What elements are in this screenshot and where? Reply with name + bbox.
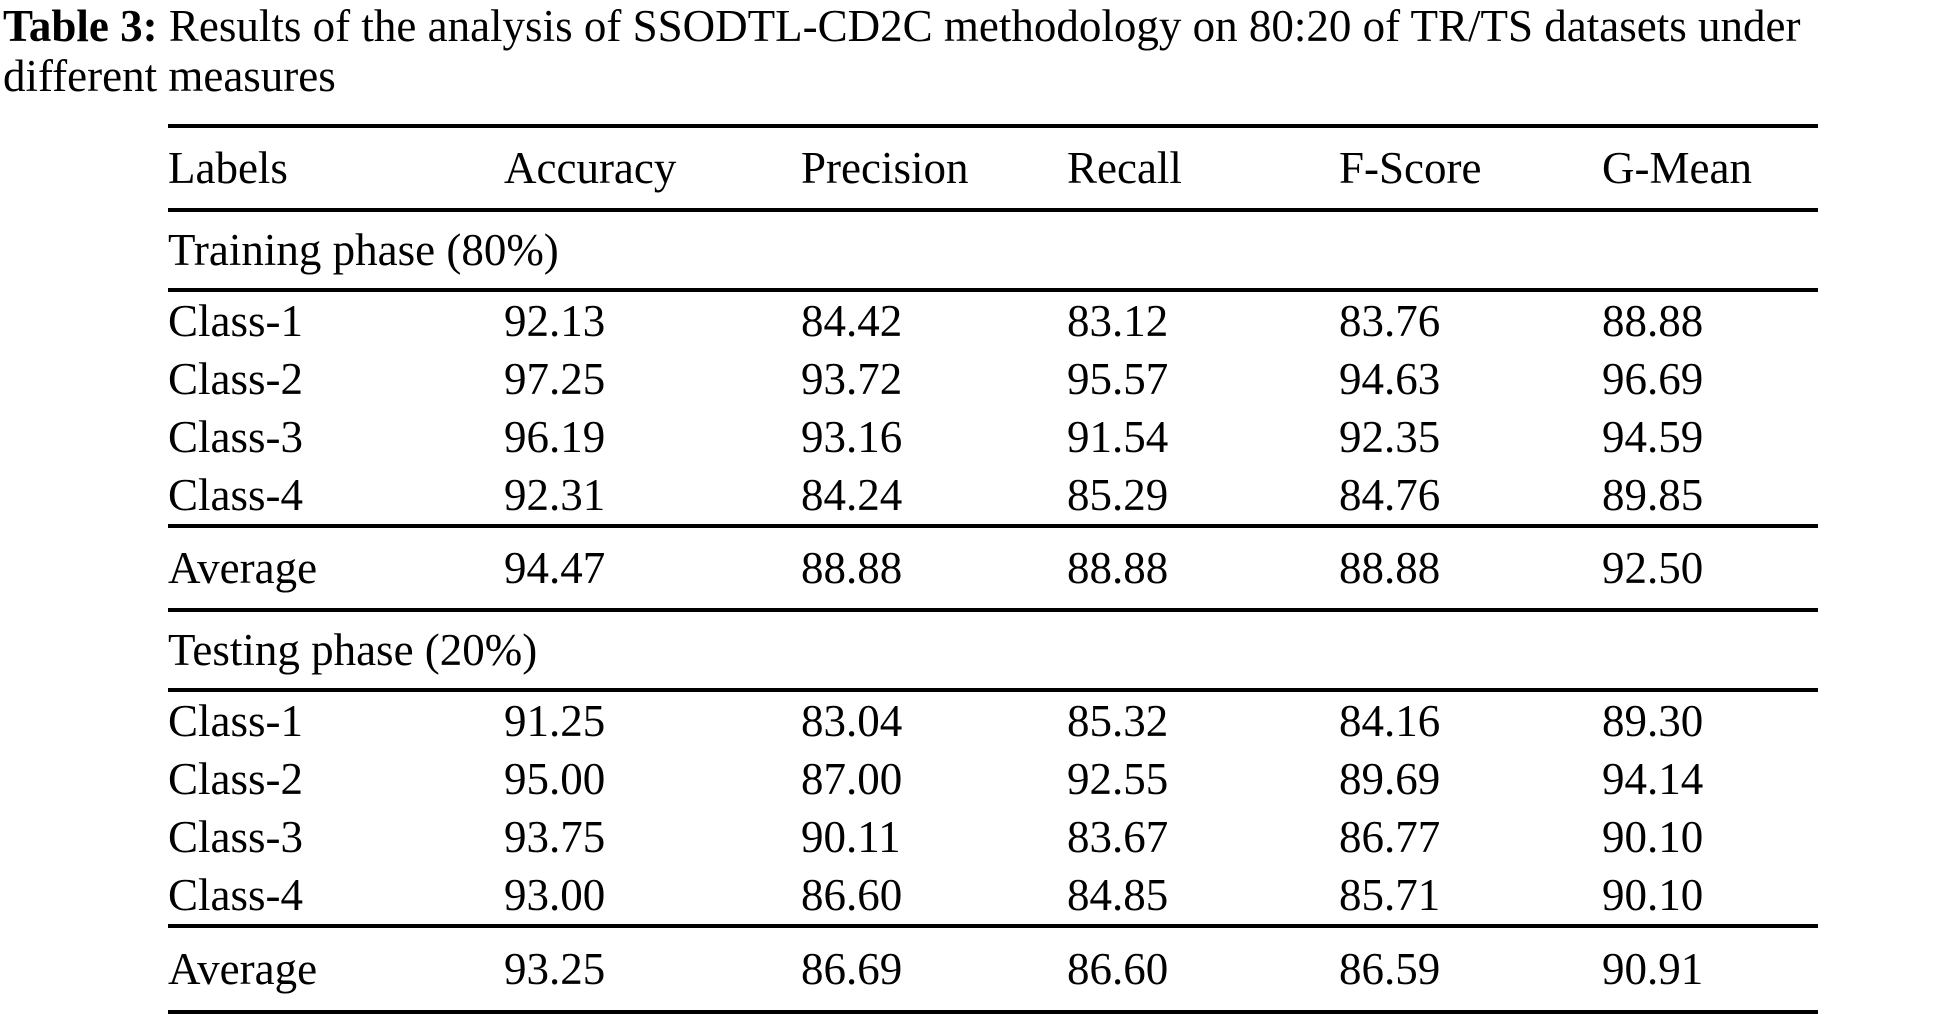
row-label: Average bbox=[168, 926, 504, 1014]
column-header-accuracy: Accuracy bbox=[504, 126, 801, 212]
results-table: Labels Accuracy Precision Recall F-Score… bbox=[168, 124, 1818, 1014]
cell-value: 90.10 bbox=[1602, 866, 1818, 928]
cell-value: 83.67 bbox=[1067, 812, 1169, 862]
cell-value: 92.35 bbox=[1339, 412, 1441, 462]
row-label: Average bbox=[168, 526, 504, 612]
cell-value: 85.29 bbox=[1067, 466, 1339, 528]
row-label: Class-4 bbox=[168, 466, 504, 528]
cell-value: 94.63 bbox=[1339, 354, 1441, 404]
average-row-testing: Average 93.25 86.69 86.60 86.59 90.91 bbox=[168, 926, 1818, 1014]
cell-value: 93.00 bbox=[504, 866, 801, 928]
cell-value: 94.59 bbox=[1602, 412, 1704, 462]
cell-value: 89.69 bbox=[1339, 754, 1441, 804]
cell-value: 84.24 bbox=[801, 466, 1067, 528]
table-row: Class-1 92.13 84.42 83.12 83.76 88.88 bbox=[168, 290, 1818, 350]
cell-value: 94.47 bbox=[504, 526, 801, 612]
section-header-row-testing: Testing phase (20%) bbox=[168, 610, 1818, 692]
cell-value: 91.25 bbox=[504, 696, 606, 746]
section-header-testing: Testing phase (20%) bbox=[168, 610, 1818, 692]
cell-value: 90.10 bbox=[1602, 812, 1704, 862]
cell-value: 89.85 bbox=[1602, 466, 1818, 528]
table-row: Class-4 92.31 84.24 85.29 84.76 89.85 bbox=[168, 466, 1818, 528]
cell-value: 92.50 bbox=[1602, 526, 1818, 612]
column-header-recall: Recall bbox=[1067, 126, 1339, 212]
row-label: Class-2 bbox=[168, 754, 303, 804]
cell-value: 87.00 bbox=[801, 754, 903, 804]
cell-value: 95.00 bbox=[504, 754, 606, 804]
cell-value: 83.12 bbox=[1067, 296, 1169, 346]
row-label: Class-1 bbox=[168, 696, 303, 746]
cell-value: 92.13 bbox=[504, 296, 606, 346]
table-row: Class-3 93.75 90.11 83.67 86.77 90.10 bbox=[168, 808, 1818, 866]
training-section: Training phase (80%) Class-1 92.13 84.42… bbox=[168, 210, 1818, 612]
cell-value: 93.75 bbox=[504, 812, 606, 862]
cell-value: 97.25 bbox=[504, 354, 606, 404]
cell-value: 84.76 bbox=[1339, 466, 1602, 528]
cell-value: 94.14 bbox=[1602, 754, 1704, 804]
cell-value: 93.16 bbox=[801, 412, 903, 462]
row-label: Class-1 bbox=[168, 296, 303, 346]
cell-value: 84.16 bbox=[1339, 696, 1441, 746]
table-row: Class-3 96.19 93.16 91.54 92.35 94.59 bbox=[168, 408, 1818, 466]
table-row: Class-4 93.00 86.60 84.85 85.71 90.10 bbox=[168, 866, 1818, 928]
results-table-container: Labels Accuracy Precision Recall F-Score… bbox=[168, 124, 1818, 1014]
table-caption-text: Results of the analysis of SSODTL-CD2C m… bbox=[3, 1, 1801, 101]
average-row-training: Average 94.47 88.88 88.88 88.88 92.50 bbox=[168, 526, 1818, 612]
cell-value: 89.30 bbox=[1602, 696, 1704, 746]
cell-value: 93.25 bbox=[504, 926, 801, 1014]
column-header-fscore: F-Score bbox=[1339, 126, 1602, 212]
cell-value: 96.69 bbox=[1602, 354, 1704, 404]
column-header-precision: Precision bbox=[801, 126, 1067, 212]
column-header-gmean: G-Mean bbox=[1602, 126, 1818, 212]
cell-value: 90.91 bbox=[1602, 926, 1818, 1014]
testing-section: Testing phase (20%) Class-1 91.25 83.04 … bbox=[168, 610, 1818, 1014]
section-header-training: Training phase (80%) bbox=[168, 210, 1818, 292]
cell-value: 95.57 bbox=[1067, 354, 1169, 404]
cell-value: 83.76 bbox=[1339, 296, 1441, 346]
table-row: Class-1 91.25 83.04 85.32 84.16 89.30 bbox=[168, 690, 1818, 750]
cell-value: 88.88 bbox=[1602, 296, 1704, 346]
cell-value: 83.04 bbox=[801, 696, 903, 746]
cell-value: 86.69 bbox=[801, 926, 1067, 1014]
cell-value: 96.19 bbox=[504, 412, 606, 462]
cell-value: 84.42 bbox=[801, 296, 903, 346]
table-header-row: Labels Accuracy Precision Recall F-Score… bbox=[168, 126, 1818, 212]
row-label: Class-3 bbox=[168, 412, 303, 462]
cell-value: 90.11 bbox=[801, 812, 901, 862]
table-row: Class-2 95.00 87.00 92.55 89.69 94.14 bbox=[168, 750, 1818, 808]
cell-value: 84.85 bbox=[1067, 866, 1339, 928]
cell-value: 85.71 bbox=[1339, 866, 1602, 928]
cell-value: 88.88 bbox=[1067, 526, 1339, 612]
cell-value: 86.59 bbox=[1339, 926, 1602, 1014]
cell-value: 88.88 bbox=[1339, 526, 1602, 612]
cell-value: 86.60 bbox=[1067, 926, 1339, 1014]
section-header-row-training: Training phase (80%) bbox=[168, 210, 1818, 292]
cell-value: 92.31 bbox=[504, 466, 801, 528]
table-caption-number: Table 3: bbox=[3, 1, 158, 51]
cell-value: 92.55 bbox=[1067, 754, 1169, 804]
table-row: Class-2 97.25 93.72 95.57 94.63 96.69 bbox=[168, 350, 1818, 408]
row-label: Class-4 bbox=[168, 866, 504, 928]
cell-value: 86.77 bbox=[1339, 812, 1441, 862]
row-label: Class-3 bbox=[168, 812, 303, 862]
cell-value: 88.88 bbox=[801, 526, 1067, 612]
column-header-labels: Labels bbox=[168, 126, 504, 212]
row-label: Class-2 bbox=[168, 354, 303, 404]
cell-value: 91.54 bbox=[1067, 412, 1169, 462]
table-caption: Table 3: Results of the analysis of SSOD… bbox=[3, 1, 1953, 101]
cell-value: 93.72 bbox=[801, 354, 903, 404]
cell-value: 86.60 bbox=[801, 866, 1067, 928]
cell-value: 85.32 bbox=[1067, 696, 1169, 746]
